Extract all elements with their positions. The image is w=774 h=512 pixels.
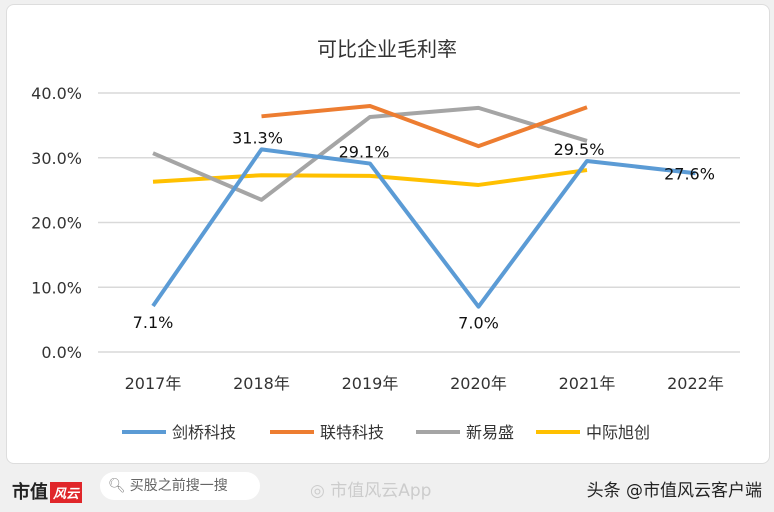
- x-tick-label: 2021年: [559, 374, 616, 393]
- weibo-icon: ◎: [310, 481, 331, 501]
- search-input[interactable]: 🔍︎ 买股之前搜一搜: [100, 472, 260, 500]
- y-tick-label: 40.0%: [31, 84, 82, 103]
- data-label: 31.3%: [232, 128, 283, 147]
- series-line-联特科技: [261, 103, 588, 149]
- data-label: 29.5%: [554, 140, 605, 159]
- series-line-剑桥科技: [151, 147, 696, 309]
- weibo-watermark: ◎ 市值风云App: [310, 476, 431, 501]
- footer: 市值 风云 🔍︎ 买股之前搜一搜 ◎ 市值风云App 头条 @市值风云客户端: [0, 462, 774, 512]
- credit-text: 头条 @市值风云客户端: [586, 481, 762, 501]
- brand-text: 市值: [12, 482, 48, 503]
- legend-label: 剑桥科技: [172, 423, 236, 442]
- line-chart: 可比企业毛利率 0.0% 10.0% 20.0% 30.0% 40.0% 2017年 2018…: [31, 37, 740, 442]
- y-tick-label: 10.0%: [31, 278, 82, 297]
- weibo-text: 市值风云App: [330, 481, 432, 501]
- search-placeholder: 买股之前搜一搜: [129, 478, 228, 494]
- series-line-中际旭创: [152, 168, 588, 187]
- chart-card: [6, 4, 770, 464]
- y-tick-label: 30.0%: [31, 149, 82, 168]
- data-label: 29.1%: [339, 143, 390, 162]
- y-tick-label: 0.0%: [41, 343, 82, 362]
- data-label: 7.0%: [458, 314, 499, 333]
- search-icon: 🔍︎: [108, 478, 126, 494]
- legend-label: 中际旭创: [586, 423, 650, 442]
- brand-logo-mark: 风云: [50, 482, 83, 503]
- legend-label: 新易盛: [466, 423, 514, 442]
- x-tick-label: 2020年: [450, 374, 507, 393]
- brand-logo: 市值 风云: [12, 478, 83, 504]
- data-label: 7.1%: [133, 313, 174, 332]
- legend-label: 联特科技: [320, 423, 384, 442]
- chart-title: 可比企业毛利率: [317, 37, 457, 61]
- x-tick-label: 2019年: [342, 374, 399, 393]
- data-label: 27.6%: [664, 164, 715, 183]
- x-tick-label: 2022年: [667, 374, 724, 393]
- x-tick-label: 2018年: [233, 374, 290, 393]
- x-tick-label: 2017年: [125, 374, 182, 393]
- y-tick-label: 20.0%: [31, 214, 82, 233]
- series-line-新易盛: [152, 105, 588, 202]
